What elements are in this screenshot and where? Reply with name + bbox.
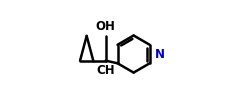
Text: N: N [155,48,165,61]
Text: OH: OH [96,20,116,33]
Text: CH: CH [96,64,115,77]
